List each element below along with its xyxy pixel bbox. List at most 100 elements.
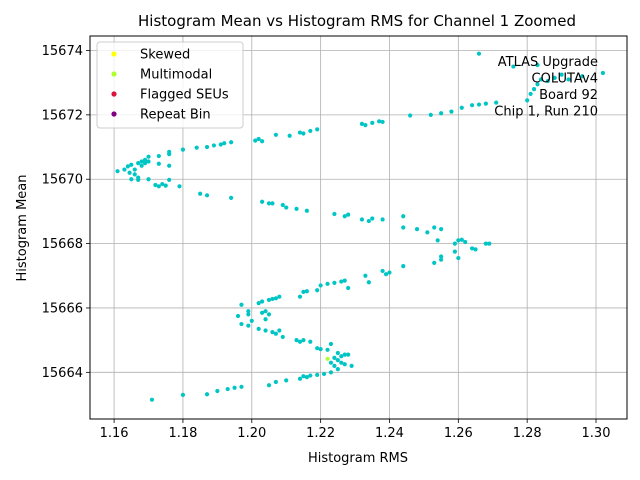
y-axis-label: Histogram Mean	[15, 175, 30, 282]
x-tick-label: 1.22	[306, 426, 335, 441]
data-point	[301, 131, 306, 136]
data-point	[273, 331, 278, 336]
data-point	[487, 241, 492, 246]
data-point	[232, 385, 237, 390]
data-point	[459, 237, 464, 242]
data-point	[380, 119, 385, 125]
data-point	[552, 75, 557, 80]
data-point	[149, 397, 155, 402]
data-point	[439, 227, 444, 232]
data-point	[215, 388, 220, 394]
data-point	[435, 238, 440, 243]
data-point	[308, 128, 313, 134]
data-point	[266, 201, 272, 206]
data-point	[218, 142, 223, 147]
data-point	[253, 138, 258, 143]
legend-label: Repeat Bin	[140, 108, 211, 123]
data-point	[335, 358, 340, 363]
data-point	[270, 296, 275, 302]
data-point	[132, 167, 137, 172]
data-point	[301, 374, 306, 379]
data-point	[229, 195, 234, 200]
multimodal-data-point	[325, 356, 330, 361]
data-point	[459, 105, 464, 110]
data-point	[304, 208, 309, 213]
data-point	[342, 352, 347, 357]
annotation-line: ATLAS Upgrade	[498, 55, 598, 70]
data-point	[280, 334, 285, 340]
data-point	[456, 238, 461, 243]
data-point	[318, 283, 323, 288]
data-point	[525, 98, 530, 103]
data-point	[156, 153, 161, 159]
data-point	[439, 257, 444, 262]
data-point	[401, 264, 406, 269]
legend-box	[96, 41, 244, 129]
x-tick-label: 1.20	[237, 426, 266, 441]
legend-marker	[111, 91, 117, 97]
data-point	[301, 338, 306, 343]
axis-ticks: 1.16 1.18 1.20 1.22 1.24 1.26 1.28 1.30 15664 156…	[42, 44, 611, 441]
chart-title: Histogram Mean vs Histogram RMS for Chan…	[138, 12, 576, 30]
data-point	[469, 103, 475, 108]
data-point	[167, 152, 172, 157]
data-point	[535, 82, 540, 87]
data-point	[204, 193, 210, 198]
data-point	[414, 227, 420, 232]
data-point	[439, 254, 444, 259]
data-point	[142, 157, 148, 163]
data-point	[401, 225, 406, 230]
data-point	[284, 378, 289, 383]
data-point	[132, 172, 137, 177]
data-point	[263, 328, 268, 333]
data-point	[304, 375, 309, 380]
data-point	[346, 212, 351, 217]
data-point	[239, 321, 244, 327]
data-point	[160, 181, 165, 187]
data-point	[115, 169, 120, 174]
data-point	[332, 355, 337, 360]
data-point	[229, 140, 234, 145]
data-point	[266, 297, 272, 303]
y-tick-label: 15674	[42, 44, 83, 59]
data-point	[204, 144, 210, 150]
data-point	[346, 352, 351, 357]
data-point	[146, 177, 151, 182]
data-point	[260, 199, 265, 204]
data-point	[328, 360, 334, 365]
legend-marker	[111, 71, 117, 77]
data-point	[339, 279, 344, 284]
data-point	[332, 363, 337, 368]
x-tick-label: 1.30	[582, 426, 611, 441]
data-point	[246, 309, 251, 314]
data-point	[315, 372, 320, 378]
x-tick-label: 1.26	[444, 426, 473, 441]
data-point	[428, 112, 433, 117]
data-point	[425, 230, 430, 235]
data-point	[346, 285, 351, 291]
annotation-line: COLUTAv4	[532, 72, 598, 87]
data-point	[315, 127, 320, 132]
data-point	[566, 77, 571, 82]
data-point	[432, 225, 437, 230]
data-point	[349, 363, 354, 368]
legend-label: Skewed	[140, 48, 190, 63]
data-point	[432, 260, 437, 266]
data-point	[156, 161, 161, 166]
data-point	[263, 317, 268, 322]
data-point	[483, 241, 488, 246]
data-point	[359, 121, 365, 126]
data-point	[266, 383, 272, 388]
data-point	[297, 339, 303, 344]
data-point	[136, 161, 141, 166]
data-point	[260, 310, 265, 315]
legend-marker	[111, 51, 117, 57]
data-point	[452, 241, 457, 246]
data-point	[129, 177, 134, 182]
data-point	[473, 247, 478, 252]
legend-label: Multimodal	[140, 68, 212, 83]
data-point	[266, 312, 272, 317]
data-point	[142, 161, 148, 166]
data-point	[256, 136, 261, 142]
y-tick-label: 15668	[42, 237, 83, 252]
